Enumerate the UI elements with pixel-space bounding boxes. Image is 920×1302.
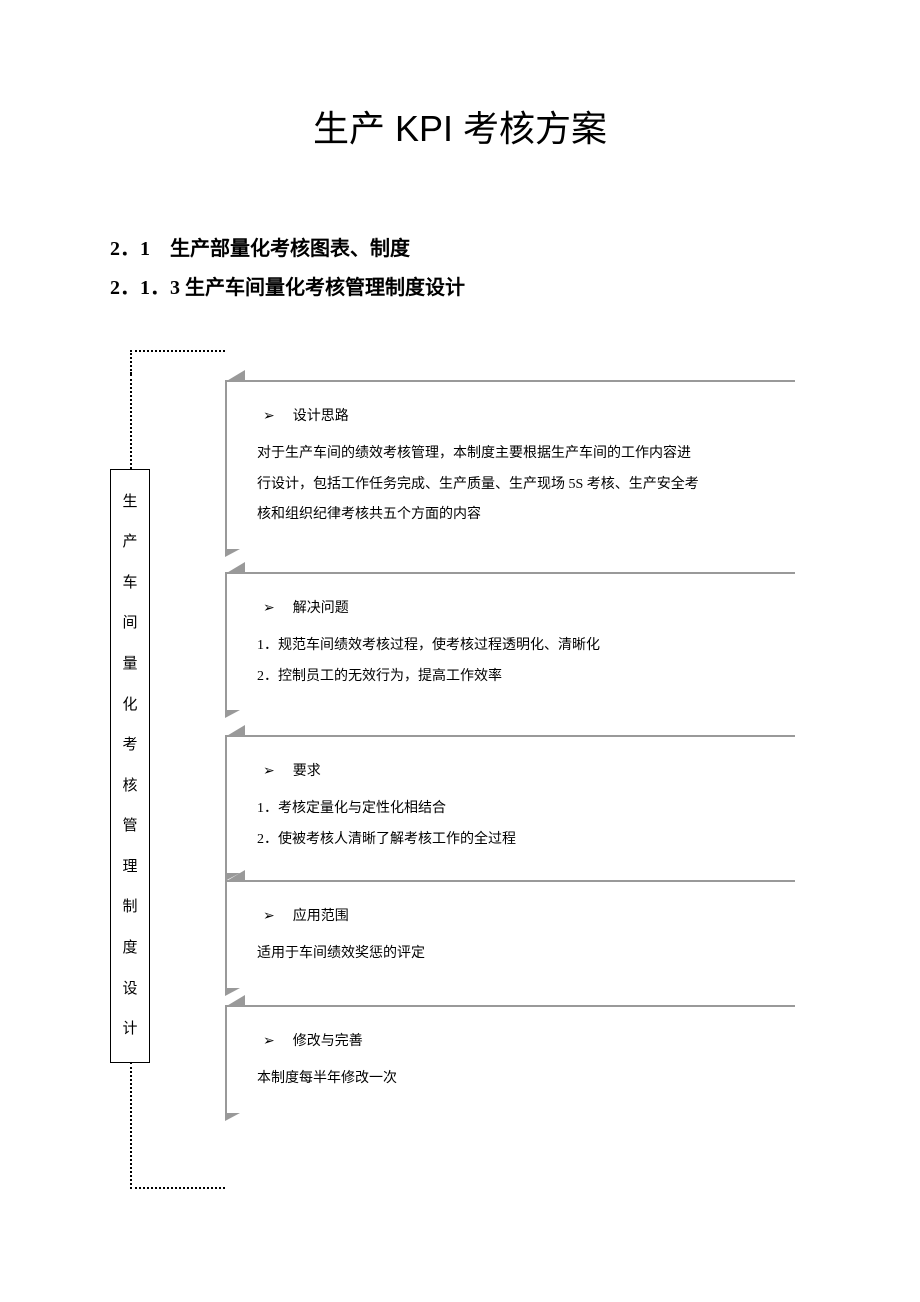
section-title-text: 生产部量化考核图表、制度	[170, 238, 410, 260]
vertical-char: 度	[122, 941, 137, 956]
bullet-arrow-icon: ➢	[263, 407, 275, 423]
panel-line: 对于生产车间的绩效考核管理，本制度主要根据生产车间的工作内容进	[257, 439, 775, 470]
bullet-arrow-icon: ➢	[263, 907, 275, 923]
dotted-vertical-top	[130, 374, 132, 469]
vertical-char: 理	[122, 860, 137, 875]
panel-design-idea: ➢ 设计思路 对于生产车间的绩效考核管理，本制度主要根据生产车间的工作内容进 行设…	[225, 380, 795, 549]
panel-header: ➢ 修改与完善	[257, 1025, 775, 1058]
vertical-char: 考	[122, 738, 137, 753]
panel-line: 行设计，包括工作任务完成、生产质量、生产现场 5S 考核、生产安全考	[257, 470, 775, 501]
panel-header: ➢ 要求	[257, 755, 775, 788]
page-title: 生产 KPI 考核方案	[110, 100, 810, 152]
panel-header: ➢ 应用范围	[257, 900, 775, 933]
panel-line: 2．使被考核人清晰了解考核工作的全过程	[257, 825, 775, 856]
vertical-label-box: 生 产 车 间 量 化 考 核 管 理 制 度 设 计	[110, 469, 150, 1063]
panel-revise: ➢ 修改与完善 本制度每半年修改一次	[225, 1005, 795, 1113]
vertical-char: 计	[122, 1022, 137, 1037]
vertical-char: 生	[122, 495, 137, 510]
vertical-char: 间	[122, 616, 137, 631]
vertical-char: 核	[122, 779, 137, 794]
subsection-title-text: 生产车间量化考核管理制度设计	[185, 277, 465, 299]
section-heading: 2．1 生产部量化考核图表、制度	[110, 232, 810, 261]
dotted-vertical-bottom	[130, 1062, 132, 1157]
bullet-arrow-icon: ➢	[263, 1032, 275, 1048]
section-number: 2．1	[110, 238, 150, 260]
vertical-char: 量	[122, 657, 137, 672]
dotted-bracket-bottom	[130, 1155, 225, 1189]
panel-requirement: ➢ 要求 1．考核定量化与定性化相结合 2．使被考核人清晰了解考核工作的全过程	[225, 735, 795, 873]
vertical-char: 设	[122, 982, 137, 997]
vertical-char: 制	[122, 900, 137, 915]
vertical-char: 车	[122, 576, 137, 591]
panel-line: 核和组织纪律考核共五个方面的内容	[257, 500, 775, 531]
panel-line: 适用于车间绩效奖惩的评定	[257, 939, 775, 970]
panel-scope: ➢ 应用范围 适用于车间绩效奖惩的评定	[225, 880, 795, 988]
panel-solve-problem: ➢ 解决问题 1．规范车间绩效考核过程，使考核过程透明化、清晰化 2．控制员工的无…	[225, 572, 795, 710]
vertical-char: 管	[122, 819, 137, 834]
subsection-number: 2．1．3	[110, 277, 180, 299]
panel-line: 1．规范车间绩效考核过程，使考核过程透明化、清晰化	[257, 631, 775, 662]
panel-header-text: 要求	[293, 764, 321, 779]
panel-header-text: 应用范围	[293, 909, 349, 924]
bullet-arrow-icon: ➢	[263, 762, 275, 778]
diagram-container: 生 产 车 间 量 化 考 核 管 理 制 度 设 计 ➢ 设计思路 对于生产车间…	[110, 350, 810, 1220]
panel-line: 1．考核定量化与定性化相结合	[257, 794, 775, 825]
panel-line: 2．控制员工的无效行为，提高工作效率	[257, 662, 775, 693]
panel-header: ➢ 解决问题	[257, 592, 775, 625]
panel-header-text: 修改与完善	[293, 1034, 363, 1049]
panel-header-text: 解决问题	[293, 601, 349, 616]
vertical-char: 化	[122, 698, 137, 713]
bullet-arrow-icon: ➢	[263, 599, 275, 615]
panel-header-text: 设计思路	[293, 409, 349, 424]
vertical-char: 产	[122, 535, 137, 550]
dotted-bracket-top	[130, 350, 225, 374]
panel-line: 本制度每半年修改一次	[257, 1064, 775, 1095]
panel-header: ➢ 设计思路	[257, 400, 775, 433]
subsection-heading: 2．1．3 生产车间量化考核管理制度设计	[110, 271, 810, 300]
